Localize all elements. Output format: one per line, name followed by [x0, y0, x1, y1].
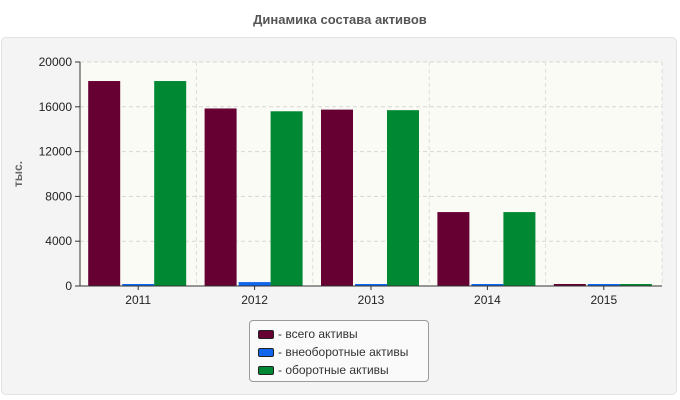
x-tick-label: 2012	[241, 293, 268, 307]
x-tick-label: 2014	[474, 293, 501, 307]
bar-current-2014	[503, 212, 536, 286]
legend-label-current: - оборотные активы	[278, 363, 389, 377]
bar-noncurrent-2015	[587, 284, 620, 286]
legend: - всего активы - внеоборотные активы - о…	[249, 320, 429, 382]
bar-total-2013	[321, 109, 353, 286]
legend-label-total: - всего активы	[278, 327, 358, 341]
legend-swatch-total	[258, 329, 274, 339]
x-tick-label: 2015	[590, 293, 617, 307]
legend-item-noncurrent: - внеоборотные активы	[258, 343, 428, 361]
bar-noncurrent-2013	[355, 284, 387, 286]
x-tick-label: 2011	[125, 293, 151, 307]
y-tick-label: 12000	[39, 145, 73, 159]
legend-swatch-noncurrent	[258, 347, 274, 357]
bar-current-2011	[154, 81, 187, 286]
bar-noncurrent-2012	[238, 282, 271, 286]
legend-label-noncurrent: - внеоборотные активы	[278, 345, 409, 359]
bar-current-2013	[387, 110, 419, 286]
legend-item-current: - оборотные активы	[258, 361, 428, 379]
bar-total-2011	[88, 81, 121, 286]
chart-title: Динамика состава активов	[253, 12, 427, 27]
legend-item-total: - всего активы	[258, 325, 428, 343]
bar-current-2012	[270, 111, 303, 286]
legend-swatch-current	[258, 365, 274, 375]
y-axis-label: тыс.	[11, 161, 25, 187]
y-tick-label: 8000	[45, 189, 72, 203]
bar-total-2012	[204, 108, 237, 286]
bar-current-2015	[619, 284, 652, 286]
bar-total-2014	[437, 212, 470, 286]
y-tick-label: 16000	[39, 100, 73, 114]
bar-noncurrent-2014	[471, 284, 504, 286]
x-tick-label: 2013	[358, 293, 385, 307]
y-tick-label: 20000	[39, 55, 73, 69]
bar-noncurrent-2011	[122, 284, 155, 286]
y-tick-label: 4000	[45, 234, 72, 248]
bar-total-2015	[553, 284, 586, 286]
y-tick-label: 0	[65, 279, 72, 293]
